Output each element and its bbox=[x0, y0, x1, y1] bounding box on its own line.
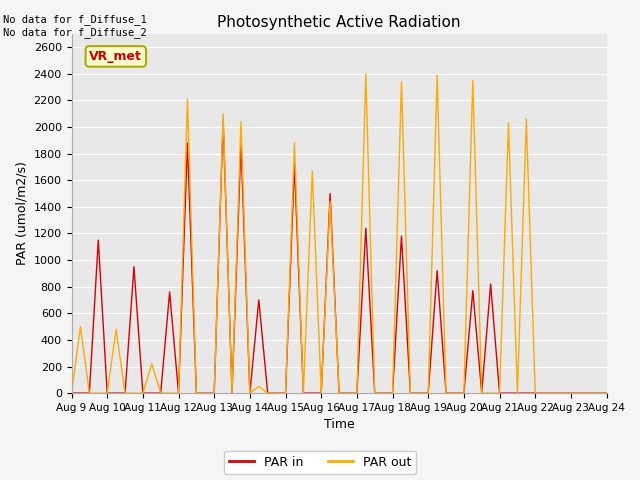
Title: Photosynthetic Active Radiation: Photosynthetic Active Radiation bbox=[218, 15, 461, 30]
Legend: PAR in, PAR out: PAR in, PAR out bbox=[223, 451, 417, 474]
Text: VR_met: VR_met bbox=[90, 50, 142, 63]
Y-axis label: PAR (umol/m2/s): PAR (umol/m2/s) bbox=[15, 162, 28, 265]
Text: No data for f_Diffuse_1
No data for f_Diffuse_2: No data for f_Diffuse_1 No data for f_Di… bbox=[3, 14, 147, 38]
X-axis label: Time: Time bbox=[324, 419, 355, 432]
